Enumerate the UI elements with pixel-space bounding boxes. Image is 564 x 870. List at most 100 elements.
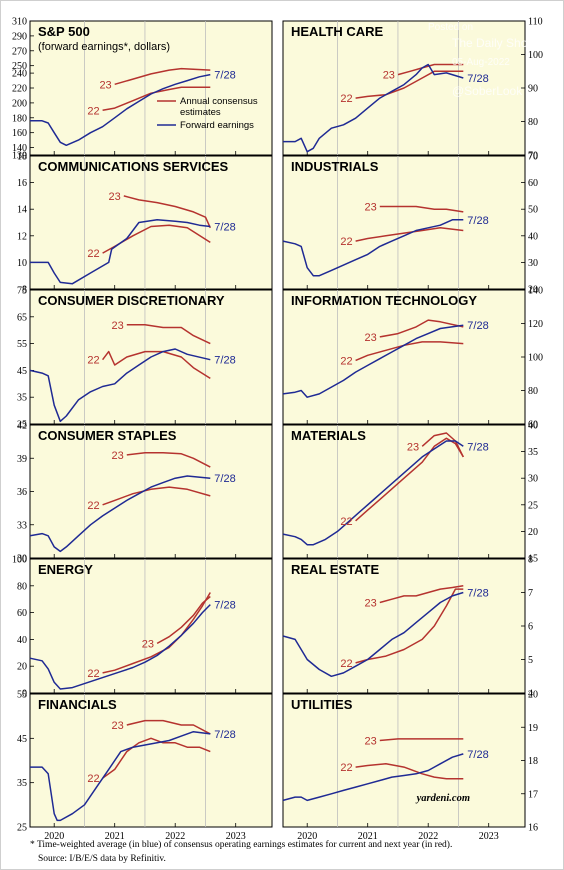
- series-line-blue: [282, 753, 464, 802]
- y-tick-label: 25: [17, 823, 27, 834]
- label-22: 22: [340, 93, 352, 105]
- y-tick-label: 40: [528, 231, 538, 242]
- label-23: 23: [109, 191, 121, 203]
- label-date: 7/28: [467, 588, 488, 600]
- y-tick-label: 25: [528, 500, 538, 511]
- x-tick-label: 2023: [479, 831, 499, 842]
- y-tick-label: 60: [528, 178, 538, 189]
- y-tick-label: 16: [17, 178, 27, 189]
- y-tick-label: 140: [12, 143, 27, 154]
- y-tick-label: 270: [12, 46, 27, 57]
- series-line-red23: [126, 719, 211, 735]
- label-22: 22: [87, 668, 99, 680]
- y-tick-label: 100: [12, 555, 27, 566]
- y-tick-label: 80: [528, 386, 538, 397]
- credit-text: yardeni.com: [415, 793, 470, 804]
- y-tick-label: 140: [528, 286, 543, 297]
- label-22: 22: [87, 248, 99, 260]
- y-tick-label: 75: [17, 286, 27, 297]
- panel-title: COMMUNICATIONS SERVICES: [38, 159, 229, 174]
- panels: 2020202120222023130140160180200220240250…: [12, 17, 543, 843]
- panel-8: 202020212022202315202530354023227/28MATE…: [282, 421, 538, 573]
- plot-area: [282, 155, 526, 290]
- plot-area: [282, 289, 526, 425]
- label-22: 22: [340, 762, 352, 774]
- x-tick-label: 2022: [418, 831, 438, 842]
- plot-area: [29, 693, 273, 828]
- panel-title: REAL ESTATE: [291, 562, 379, 577]
- label-23: 23: [99, 79, 111, 91]
- plot-area: [29, 558, 273, 694]
- plot-area: [282, 693, 526, 828]
- y-tick-label: 12: [17, 231, 27, 242]
- y-tick-label: 15: [528, 554, 538, 565]
- series-line-red23: [123, 195, 211, 229]
- y-tick-label: 18: [17, 152, 27, 163]
- x-tick-label: 2020: [44, 831, 64, 842]
- label-23: 23: [112, 450, 124, 462]
- label-22: 22: [87, 773, 99, 785]
- y-tick-label: 19: [528, 723, 538, 734]
- panel-5: 202020212022202325354555657523227/28CONS…: [17, 286, 273, 439]
- label-date: 7/28: [214, 729, 235, 741]
- series-line-red22: [102, 486, 211, 506]
- y-tick-label: 220: [12, 84, 27, 95]
- label-23: 23: [365, 202, 377, 214]
- y-tick-label: 60: [17, 608, 27, 619]
- y-tick-label: 310: [12, 17, 27, 28]
- label-22: 22: [340, 658, 352, 670]
- panel-title: FINANCIALS: [38, 697, 117, 712]
- label-22: 22: [340, 355, 352, 367]
- footnote-line-2: Source: I/B/E/S data by Refinitiv.: [38, 854, 166, 864]
- series-line-blue: [282, 219, 464, 277]
- label-date: 7/28: [214, 221, 235, 233]
- series-line-red22: [102, 737, 211, 779]
- label-date: 7/28: [214, 473, 235, 485]
- plot-area: [29, 20, 273, 156]
- panel-title: UTILITIES: [291, 697, 353, 712]
- label-23: 23: [365, 736, 377, 748]
- y-tick-label: 80: [528, 117, 538, 128]
- panel-title: INFORMATION TECHNOLOGY: [291, 293, 477, 308]
- y-tick-label: 30: [17, 554, 27, 565]
- panel-7: 2020202120222023303336394223227/28CONSUM…: [17, 421, 273, 573]
- series-line-blue: [30, 219, 211, 285]
- label-22: 22: [340, 236, 352, 248]
- panel-4: 202020212022202320304050607023227/28INDU…: [282, 152, 538, 304]
- plot-area: [282, 424, 526, 559]
- y-tick-label: 90: [528, 84, 538, 95]
- label-date: 7/28: [214, 600, 235, 612]
- label-date: 7/28: [214, 355, 235, 367]
- series-line-red22: [355, 70, 464, 99]
- plot-area: [282, 558, 526, 694]
- series-line-red22: [102, 350, 211, 380]
- panel-title: S&P 500: [38, 24, 90, 39]
- label-date: 7/28: [214, 70, 235, 82]
- series-line-blue: [30, 730, 211, 822]
- legend-label-blue: Forward earnings: [180, 120, 254, 131]
- series-line-blue: [29, 604, 211, 690]
- series-line-red22: [102, 592, 211, 674]
- series-line-blue: [283, 63, 464, 153]
- y-tick-label: 50: [528, 205, 538, 216]
- label-date: 7/28: [467, 749, 488, 761]
- panel-2: 202020212022202370809010011023227/28HEAL…: [282, 17, 543, 170]
- y-tick-label: 290: [12, 31, 27, 42]
- y-tick-label: 4: [528, 689, 533, 700]
- series-line-red23: [379, 205, 464, 213]
- panel-12: 2020 2021 2022 2023161718192023227/28UTILIT…: [282, 690, 538, 842]
- legend-label-red: Annual consensus: [180, 96, 258, 107]
- label-23: 23: [383, 70, 395, 82]
- y-tick-label: 35: [17, 393, 27, 404]
- y-tick-label: 20: [528, 527, 538, 538]
- series-line-red22: [355, 227, 464, 242]
- x-tick-label: 2020: [297, 831, 317, 842]
- y-tick-label: 20: [528, 285, 538, 296]
- label-22: 22: [87, 500, 99, 512]
- label-23: 23: [112, 720, 124, 732]
- y-tick-label: 20: [17, 662, 27, 673]
- y-tick-label: 0: [22, 689, 27, 700]
- y-tick-label: 65: [17, 312, 27, 323]
